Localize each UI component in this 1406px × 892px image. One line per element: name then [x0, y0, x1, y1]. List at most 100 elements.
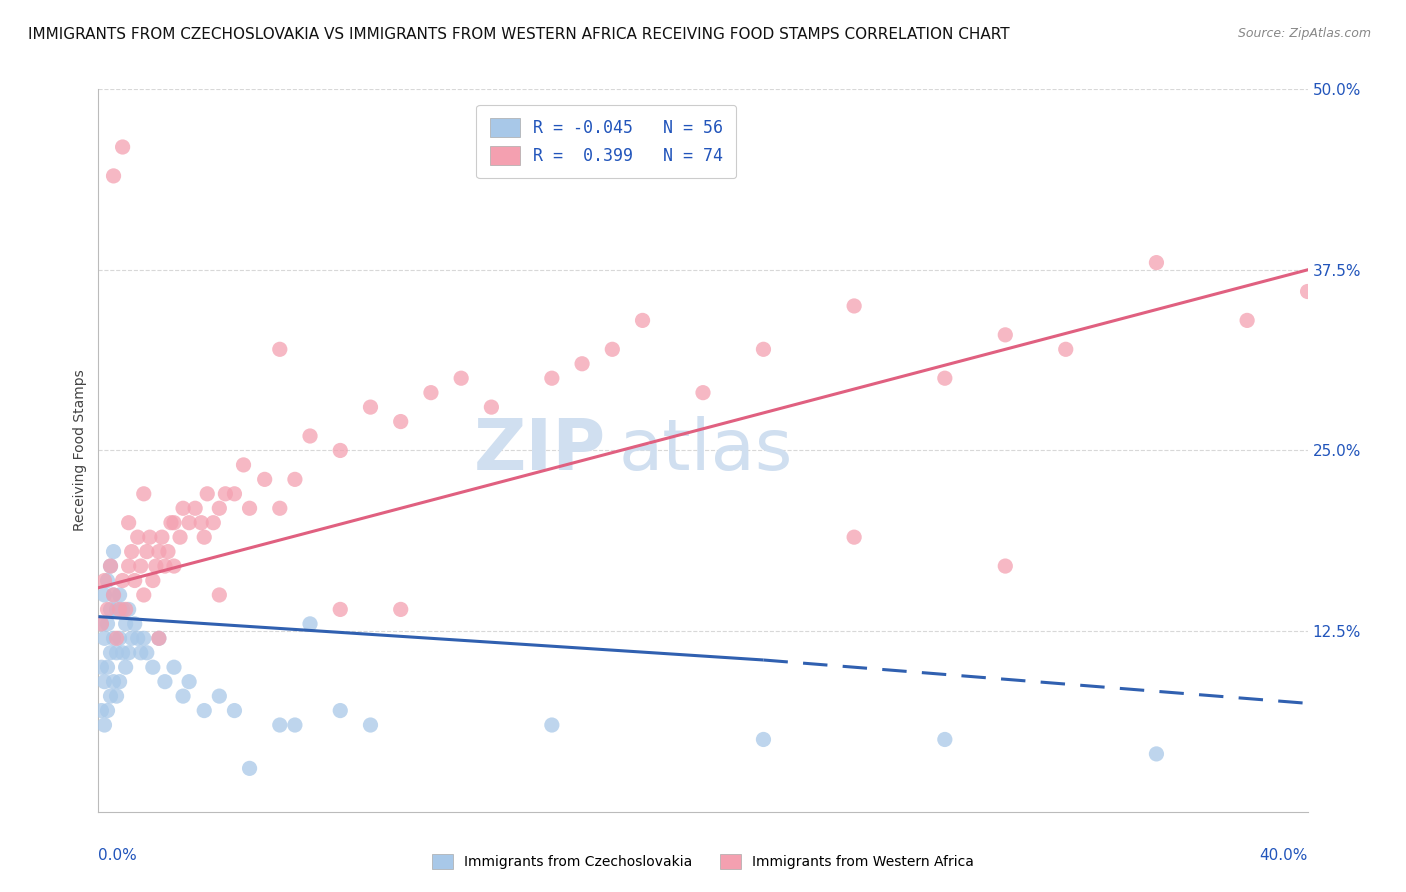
Point: [118, 602, 141, 616]
Point: [329, 443, 352, 458]
Point: [540, 371, 562, 385]
Point: [114, 602, 136, 616]
Point: [90, 616, 112, 631]
Point: [329, 704, 352, 718]
Point: [124, 616, 146, 631]
Point: [1144, 747, 1167, 761]
Point: [1054, 343, 1077, 357]
Point: [284, 472, 307, 486]
Point: [105, 632, 128, 646]
Y-axis label: Receiving Food Stamps: Receiving Food Stamps: [73, 369, 87, 532]
Point: [103, 588, 125, 602]
Point: [540, 718, 562, 732]
Point: [163, 516, 186, 530]
Point: [105, 646, 128, 660]
Point: [163, 559, 186, 574]
Point: [389, 415, 412, 429]
Point: [100, 689, 122, 703]
Point: [389, 602, 412, 616]
Point: [103, 588, 125, 602]
Point: [90, 616, 112, 631]
Point: [208, 689, 231, 703]
Point: [169, 530, 191, 544]
Point: [111, 574, 134, 588]
Point: [202, 516, 225, 530]
Point: [100, 646, 122, 660]
Point: [111, 646, 134, 660]
Point: [540, 154, 562, 169]
Text: 40.0%: 40.0%: [1260, 847, 1308, 863]
Text: 0.0%: 0.0%: [98, 847, 138, 863]
Point: [214, 487, 236, 501]
Point: [118, 516, 141, 530]
Point: [179, 516, 201, 530]
Point: [142, 660, 165, 674]
Point: [121, 544, 143, 558]
Text: ZIP: ZIP: [474, 416, 606, 485]
Point: [108, 632, 131, 646]
Point: [994, 559, 1017, 574]
Point: [299, 429, 322, 443]
Point: [299, 616, 322, 631]
Point: [127, 632, 149, 646]
Point: [844, 530, 866, 544]
Point: [224, 487, 246, 501]
Point: [142, 574, 165, 588]
Point: [96, 602, 118, 616]
Point: [100, 602, 122, 616]
Point: [93, 588, 115, 602]
Point: [135, 544, 157, 558]
Point: [111, 140, 134, 154]
Point: [139, 530, 162, 544]
Point: [752, 343, 775, 357]
Point: [96, 616, 118, 631]
Point: [208, 501, 231, 516]
Point: [100, 559, 122, 574]
Point: [269, 501, 291, 516]
Point: [450, 371, 472, 385]
Point: [132, 588, 155, 602]
Point: [193, 704, 215, 718]
Point: [96, 660, 118, 674]
Point: [118, 559, 141, 574]
Point: [360, 718, 382, 732]
Point: [108, 674, 131, 689]
Point: [253, 472, 276, 486]
Point: [148, 544, 170, 558]
Point: [100, 559, 122, 574]
Point: [692, 385, 714, 400]
Point: [105, 602, 128, 616]
Point: [195, 487, 218, 501]
Point: [172, 689, 194, 703]
Legend: Immigrants from Czechoslovakia, Immigrants from Western Africa: Immigrants from Czechoslovakia, Immigran…: [425, 847, 981, 876]
Text: IMMIGRANTS FROM CZECHOSLOVAKIA VS IMMIGRANTS FROM WESTERN AFRICA RECEIVING FOOD : IMMIGRANTS FROM CZECHOSLOVAKIA VS IMMIGR…: [28, 27, 1010, 42]
Point: [114, 660, 136, 674]
Point: [103, 544, 125, 558]
Point: [145, 559, 167, 574]
Point: [96, 574, 118, 588]
Point: [179, 674, 201, 689]
Point: [132, 487, 155, 501]
Point: [163, 660, 186, 674]
Text: atlas: atlas: [619, 416, 793, 485]
Point: [129, 559, 152, 574]
Point: [994, 327, 1017, 342]
Point: [420, 385, 443, 400]
Point: [631, 313, 654, 327]
Point: [96, 704, 118, 718]
Point: [90, 704, 112, 718]
Point: [844, 299, 866, 313]
Point: [1236, 313, 1258, 327]
Point: [93, 674, 115, 689]
Point: [329, 602, 352, 616]
Point: [103, 674, 125, 689]
Point: [934, 371, 956, 385]
Point: [481, 400, 503, 414]
Point: [108, 602, 131, 616]
Point: [103, 632, 125, 646]
Point: [190, 516, 212, 530]
Point: [360, 400, 382, 414]
Point: [239, 761, 262, 775]
Point: [269, 718, 291, 732]
Point: [108, 588, 131, 602]
